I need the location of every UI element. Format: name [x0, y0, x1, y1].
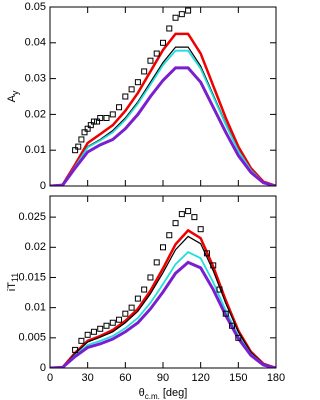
plot-frame: [49, 6, 277, 187]
y-tick-label: 0: [40, 362, 46, 374]
data-point: [109, 111, 116, 118]
data-point: [81, 129, 88, 136]
chart: 0 0.01 0.02 0.03 0.04 0.05 Ay 0 0.005 0.01 0.015 0.…: [6, 1, 285, 400]
data-point: [128, 86, 135, 93]
plot-frame: [49, 195, 277, 369]
data-point: [97, 325, 104, 332]
data-point: [216, 286, 223, 293]
data-point: [84, 125, 91, 132]
x-tick-label: 60: [119, 372, 131, 384]
y-tick-label: 0.03: [25, 73, 46, 85]
data-point: [203, 250, 210, 257]
series-line: [50, 32, 276, 186]
series-line: [50, 46, 276, 186]
data-point: [103, 322, 110, 329]
data-point: [178, 11, 185, 18]
x-tick-label: 90: [157, 372, 169, 384]
data-point: [116, 316, 123, 323]
data-point: [134, 79, 141, 86]
data-point: [72, 147, 79, 154]
series-line: [50, 260, 276, 368]
data-point: [103, 114, 110, 121]
plot-area: [50, 7, 276, 186]
data-point: [153, 50, 160, 57]
y-label-sub: y: [10, 90, 20, 95]
data-point: [116, 104, 123, 111]
data-point: [122, 93, 129, 100]
x-tick-label: 120: [191, 372, 209, 384]
data-point: [78, 337, 85, 344]
y-tick-label: 0.01: [25, 302, 46, 314]
y-tick-label: 0.05: [25, 1, 46, 13]
y-tick-label: 0.005: [18, 332, 46, 344]
data-point: [87, 122, 94, 129]
x-tick-label: 30: [82, 372, 94, 384]
data-point: [229, 322, 236, 329]
series-line: [50, 49, 276, 186]
y-label-main: A: [6, 94, 18, 102]
series-line: [50, 235, 276, 368]
data-point: [166, 232, 173, 239]
x-label-sub: c.m.: [145, 392, 160, 400]
data-point: [141, 286, 148, 293]
data-point: [172, 220, 179, 227]
y-tick-label: 0.01: [25, 144, 46, 156]
y-tick-label: 0.02: [25, 241, 46, 253]
data-point: [197, 226, 204, 233]
data-point: [109, 319, 116, 326]
data-point: [153, 259, 160, 266]
data-point: [185, 7, 192, 14]
data-point: [75, 143, 82, 150]
x-label-unit: [deg]: [163, 387, 187, 399]
series-line: [50, 66, 276, 186]
data-point: [222, 310, 229, 317]
y-tick-label: 0.015: [18, 271, 46, 283]
y-tick-label: 0.02: [25, 108, 46, 120]
y-tick-label: 0: [40, 180, 46, 192]
y-tick-label: 0.025: [18, 211, 46, 223]
data-point: [172, 14, 179, 21]
data-point: [166, 25, 173, 32]
data-point: [94, 118, 101, 125]
data-point: [134, 295, 141, 302]
data-point: [235, 334, 242, 341]
data-point: [160, 244, 166, 251]
data-point: [147, 57, 154, 64]
y-axis-label: iT11: [6, 273, 20, 292]
x-label-main: θ: [139, 387, 145, 399]
data-point: [84, 331, 91, 338]
data-point: [97, 114, 104, 121]
data-point: [141, 68, 148, 75]
x-axis-label: θc.m. [deg]: [139, 387, 188, 400]
y-axis-label: Ay: [6, 90, 20, 102]
data-point: [122, 310, 129, 317]
data-point: [78, 136, 85, 143]
data-point: [90, 328, 97, 335]
data-point: [178, 211, 185, 218]
x-tick-label: 150: [229, 372, 247, 384]
y-label-sub: 11: [10, 273, 20, 282]
plot-area: [50, 208, 276, 368]
y-tick-label: 0.04: [25, 37, 46, 49]
data-point: [160, 39, 166, 46]
data-point: [72, 346, 79, 353]
data-point: [128, 304, 135, 311]
data-point: [185, 208, 192, 215]
data-point: [90, 118, 97, 125]
x-tick-label: 180: [267, 372, 285, 384]
data-point: [210, 262, 217, 269]
x-tick-label: 0: [47, 372, 53, 384]
data-point: [147, 274, 154, 281]
data-point: [191, 214, 198, 221]
y-label-main: iT: [6, 282, 18, 291]
